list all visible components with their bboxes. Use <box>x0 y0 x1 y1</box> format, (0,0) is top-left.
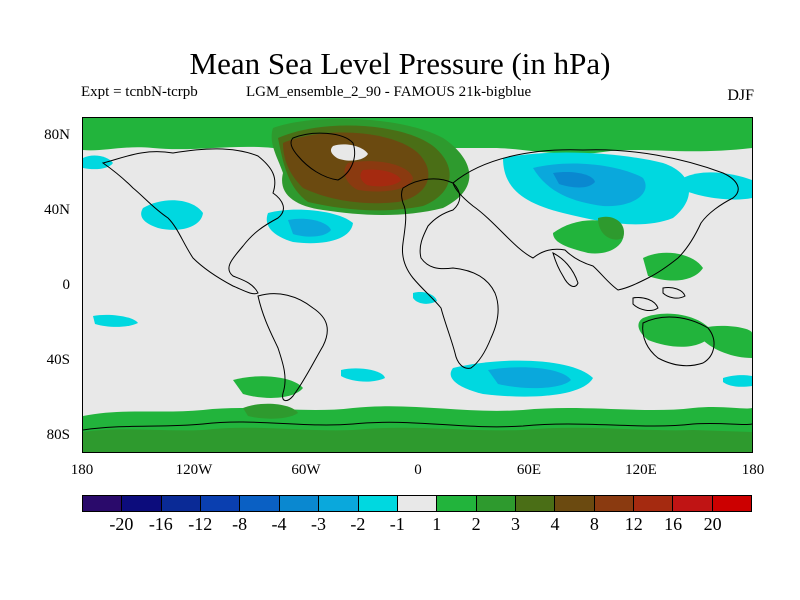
season-label: DJF <box>727 87 754 104</box>
colorbar-swatch <box>634 496 674 511</box>
colorbar-swatch <box>122 496 162 511</box>
colorbar-swatch <box>83 496 123 511</box>
colorbar-label: -16 <box>148 514 173 534</box>
colorbar-swatch <box>712 496 752 511</box>
lat-tick-label: 80S <box>46 427 70 443</box>
colorbar-swatch <box>240 496 280 511</box>
plot-title: Mean Sea Level Pressure (in hPa) <box>189 46 611 81</box>
colorbar-label: 12 <box>624 514 643 534</box>
lat-tick-label: 40N <box>44 202 70 218</box>
colorbar-label: -3 <box>310 514 326 534</box>
colorbar-label: -8 <box>232 514 248 534</box>
colorbar-label: -2 <box>350 514 366 534</box>
colorbar-label: -4 <box>271 514 287 534</box>
pressure-anomaly-map <box>82 117 753 453</box>
lat-tick-label: 80N <box>44 127 70 143</box>
colorbar-swatch <box>279 496 320 511</box>
lon-tick-label: 60E <box>516 462 542 478</box>
colorbar-swatch <box>673 496 713 511</box>
colorbar-swatch <box>397 496 438 511</box>
colorbar-label: 2 <box>471 514 481 534</box>
lon-tick-label: 180 <box>70 462 94 478</box>
lon-tick-label: 120W <box>175 462 213 478</box>
experiment-label: Expt = tcnbN-tcrpb <box>81 84 198 100</box>
lat-tick-label: 40S <box>46 352 70 368</box>
colorbar-swatch <box>555 496 595 511</box>
lon-tick-label: 0 <box>414 462 422 478</box>
colorbar-label: -20 <box>109 514 134 534</box>
colorbar-swatch <box>161 496 202 511</box>
colorbar-swatch <box>476 496 516 511</box>
colorbar <box>82 495 752 512</box>
lat-tick-label: 0 <box>62 277 71 293</box>
colorbar-label: 4 <box>550 514 560 534</box>
colorbar-swatch <box>594 496 635 511</box>
colorbar-swatch <box>201 496 241 511</box>
colorbar-swatch <box>319 496 359 511</box>
ensemble-label: LGM_ensemble_2_90 - FAMOUS 21k-bigblue <box>246 84 532 100</box>
colorbar-label: -1 <box>389 514 405 534</box>
colorbar-label: 20 <box>703 514 722 534</box>
lon-tick-label: 180 <box>741 462 765 478</box>
lon-tick-label: 120E <box>625 462 657 478</box>
colorbar-label: 16 <box>664 514 683 534</box>
lon-tick-label: 60W <box>291 462 321 478</box>
colorbar-swatch <box>358 496 398 511</box>
colorbar-label: 1 <box>432 514 442 534</box>
colorbar-swatch <box>515 496 556 511</box>
colorbar-label: 8 <box>589 514 599 534</box>
colorbar-label: -12 <box>188 514 213 534</box>
colorbar-label: 3 <box>511 514 521 534</box>
colorbar-swatch <box>437 496 477 511</box>
